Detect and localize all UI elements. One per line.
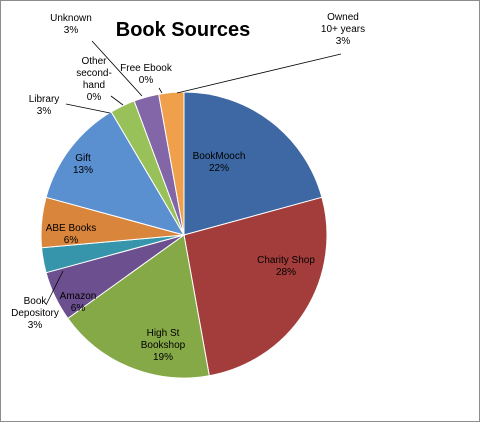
slice-label-line: 28% xyxy=(276,267,296,278)
slice-label-line: Amazon xyxy=(60,291,97,302)
slice-label: Free Ebook 0% xyxy=(120,63,173,86)
slice-label-line: High St xyxy=(147,328,180,339)
slice-label-line: Gift xyxy=(75,153,91,164)
slice-label-line: 0% xyxy=(87,92,102,103)
leader-line xyxy=(65,103,111,114)
slice-label: ABE Books 6% xyxy=(46,223,97,246)
slice-label-line: 3% xyxy=(37,106,52,117)
slice-label-line: 0% xyxy=(139,75,154,86)
slice-label-line: BookMooch xyxy=(193,151,246,162)
slice-label-line: ABE Books xyxy=(46,223,97,234)
slice-label-line: 13% xyxy=(73,165,93,176)
pie-slice xyxy=(158,91,185,236)
slice-label-line: 3% xyxy=(64,25,79,36)
slice-label-line: 6% xyxy=(64,235,79,246)
slice-label: Library 3% xyxy=(29,94,60,117)
slice-label-line: hand xyxy=(83,80,105,91)
slice-label: Book Depository 3% xyxy=(11,296,59,331)
slice-label: BookMooch 22% xyxy=(193,151,246,174)
slice-label-line: 10+ years xyxy=(321,24,365,35)
chart-title: Book Sources xyxy=(116,19,250,41)
slice-label: Amazon 6% xyxy=(60,291,97,314)
slice-label: Owned 10+ years 3% xyxy=(321,12,365,47)
leader-line xyxy=(91,40,143,97)
chart-frame: Book Sources BookMooch 22% Charity Shop 28%… xyxy=(0,0,480,422)
slice-label-line: Other xyxy=(81,56,107,67)
pie-slice xyxy=(67,234,210,379)
leader-line xyxy=(110,95,124,106)
pie-slice xyxy=(45,111,186,236)
pie-chart: Book Sources BookMooch 22% Charity Shop 28%… xyxy=(11,12,365,379)
slice-label-line: 3% xyxy=(336,36,351,47)
slice-label-line: Depository xyxy=(11,308,59,319)
slice-label-line: Owned xyxy=(327,12,359,23)
slice-label: Gift 13% xyxy=(73,153,93,176)
slice-label-line: 19% xyxy=(153,352,173,363)
slice-label-line: Unknown xyxy=(50,13,92,24)
slice-label-line: Free Ebook xyxy=(120,63,173,74)
slice-label: Other second-hand 0% xyxy=(76,56,112,103)
slice-label-line: 6% xyxy=(71,303,86,314)
slice-label-line: second- xyxy=(76,68,112,79)
pie-slice xyxy=(183,196,328,377)
leader-line xyxy=(176,53,342,94)
pie-slice xyxy=(183,91,323,236)
slice-label-line: Bookshop xyxy=(141,340,186,351)
leader-line xyxy=(158,87,163,94)
slice-label: Charity Shop 28% xyxy=(257,255,315,278)
slice-label: High St Bookshop 19% xyxy=(141,328,186,363)
slice-label-line: 3% xyxy=(28,320,43,331)
slice-label-line: 22% xyxy=(209,163,229,174)
slice-label-line: Book xyxy=(24,296,48,307)
leader-line xyxy=(45,270,64,306)
slice-label-line: Charity Shop xyxy=(257,255,315,266)
slice-label-line: Library xyxy=(29,94,60,105)
slice-label: Unknown 3% xyxy=(50,13,92,36)
